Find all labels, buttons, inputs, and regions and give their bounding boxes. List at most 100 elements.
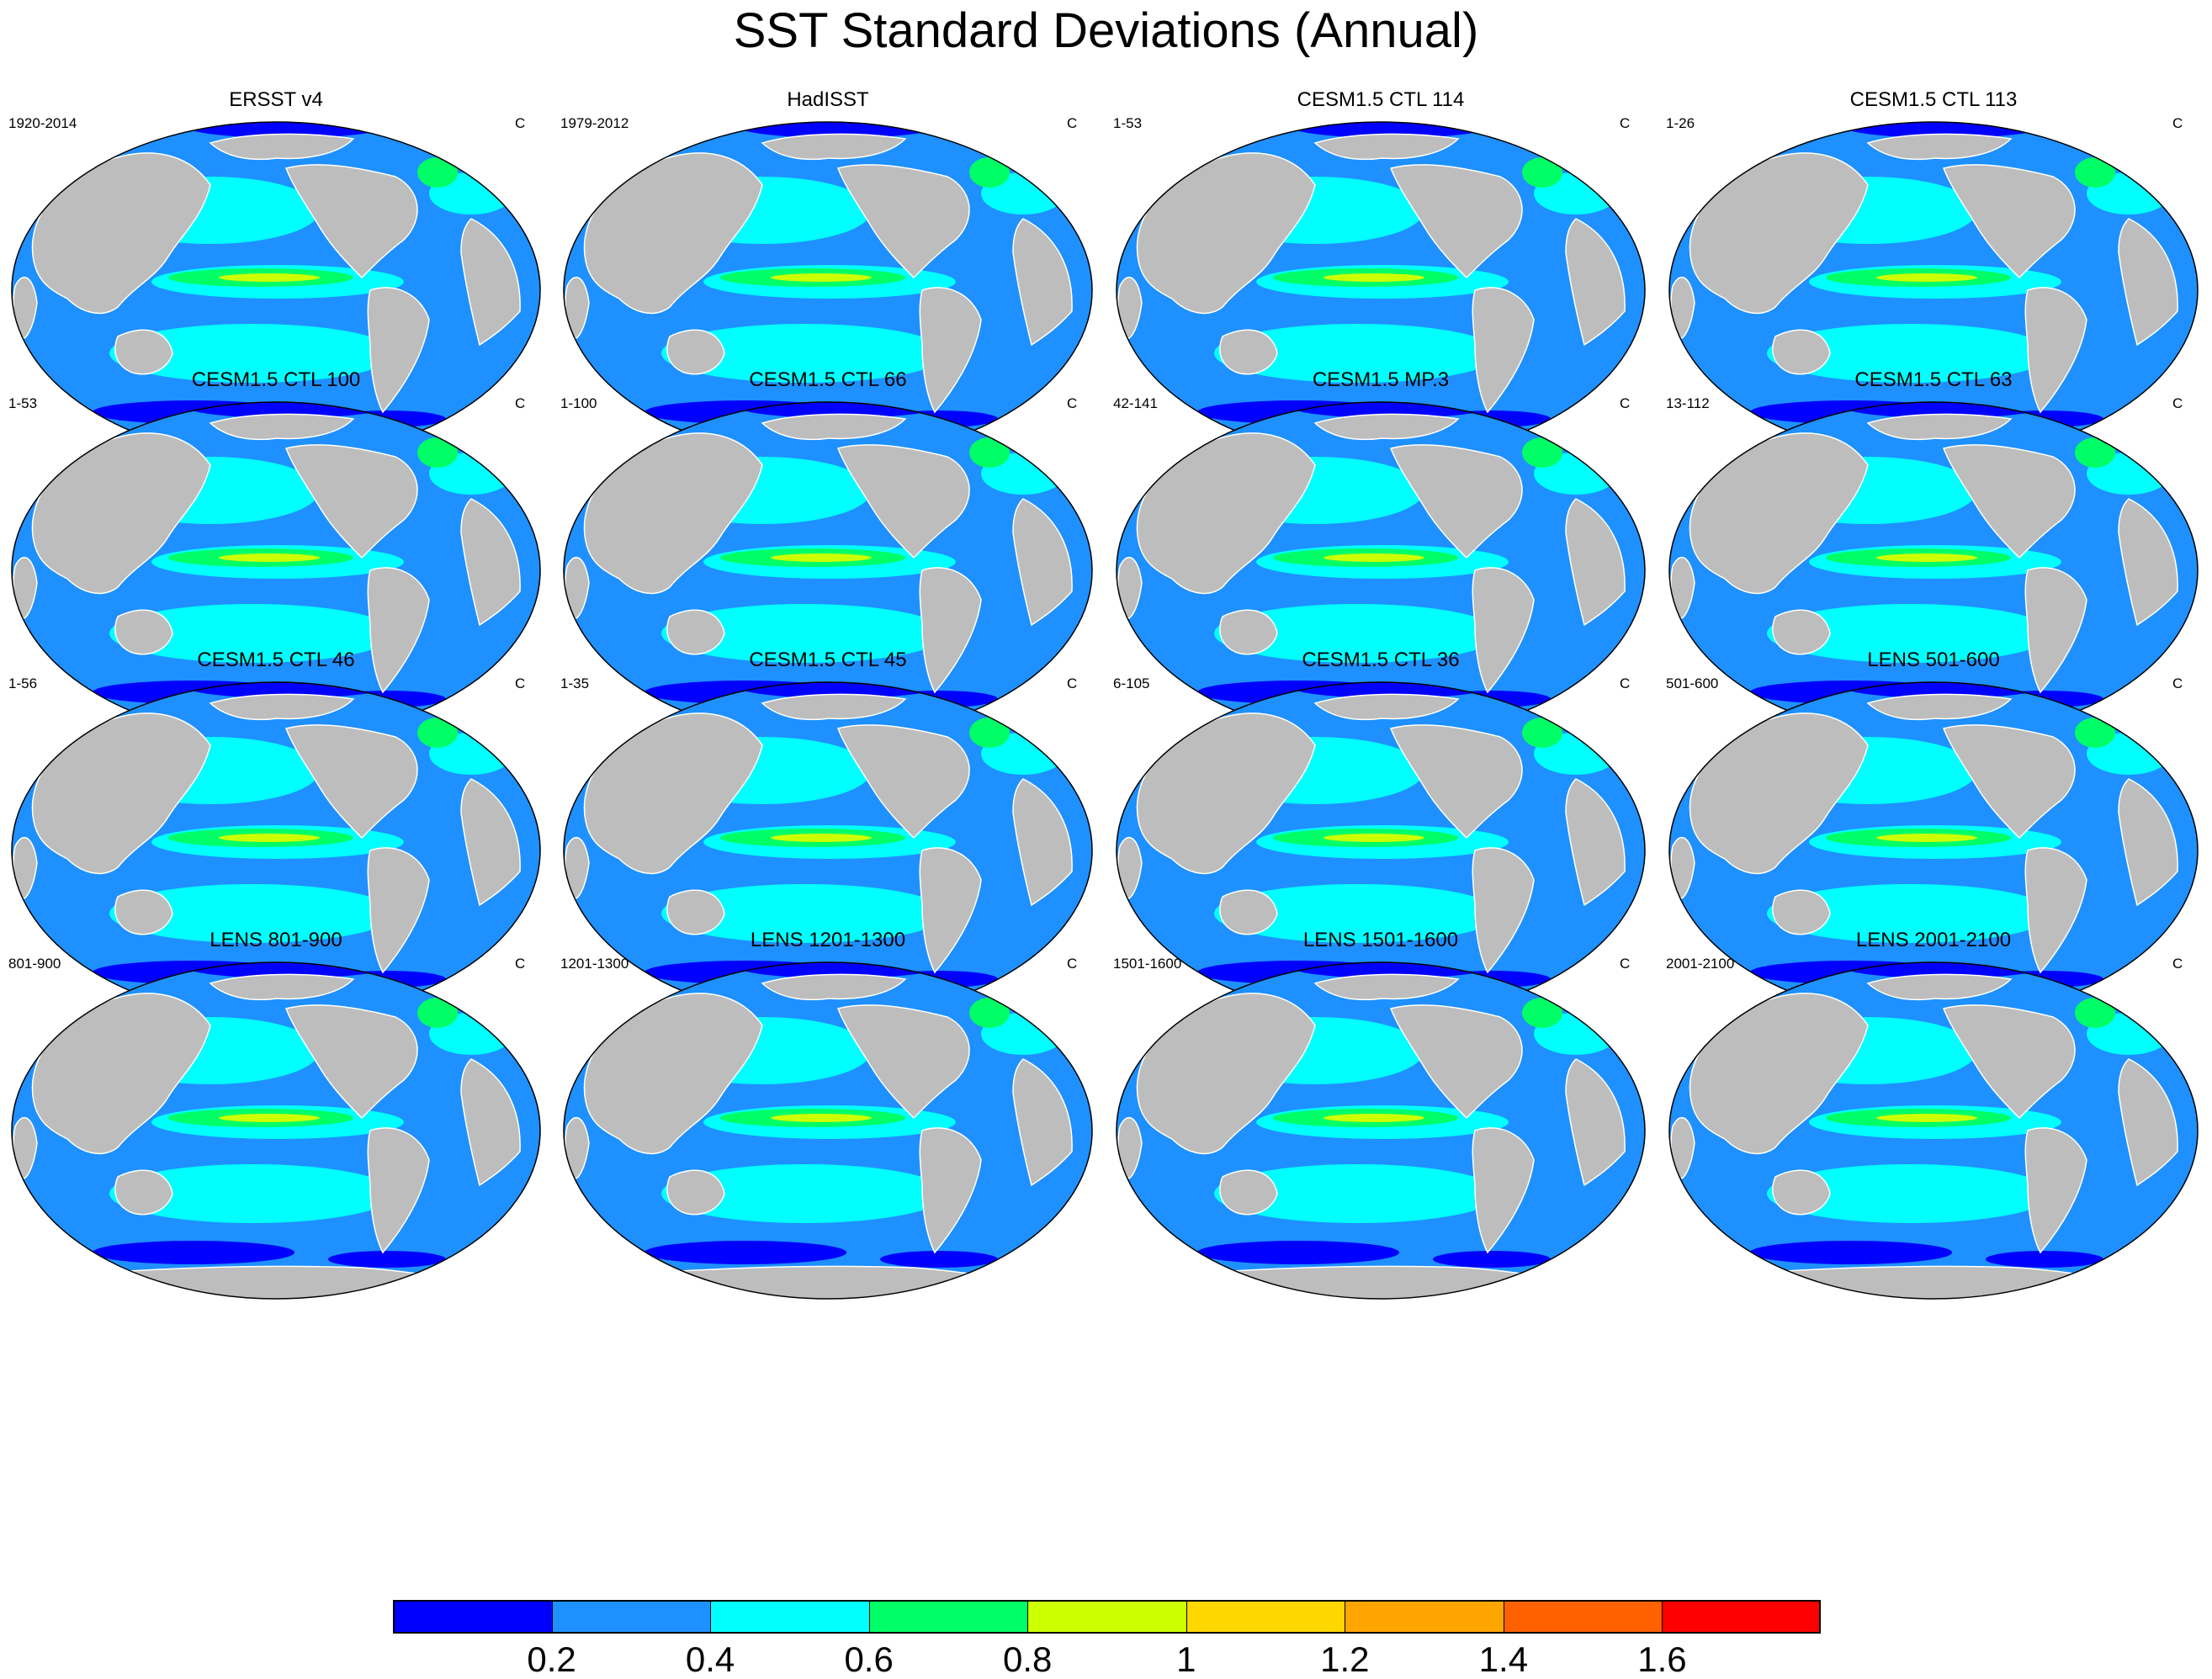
- panel-title: CESM1.5 CTL 63: [1854, 368, 2013, 391]
- land-mass: [1012, 1058, 1073, 1187]
- panel-period-label: 1-35: [560, 675, 590, 691]
- sst-contour-region: [109, 1164, 395, 1223]
- sst-contour-region: [1750, 1241, 1952, 1264]
- colorbar-segment: [1027, 1600, 1186, 1634]
- panel-unit-label: C: [1067, 956, 1078, 972]
- sst-contour-region: [1214, 1164, 1500, 1223]
- sst-contour-region: [219, 553, 320, 562]
- land-mass: [1749, 1265, 2114, 1299]
- land-mass: [2118, 778, 2178, 907]
- land-mass: [836, 444, 970, 559]
- land-mass: [761, 973, 907, 1001]
- land-mass: [460, 1058, 521, 1187]
- sst-contour-region: [185, 122, 387, 138]
- panel-title: ERSST v4: [229, 88, 323, 111]
- sst-contour-region: [219, 1114, 320, 1122]
- sst-contour-region: [417, 157, 458, 188]
- sst-contour-region: [109, 604, 395, 663]
- panel-title: LENS 1501-1600: [1302, 929, 1459, 951]
- panel-period-label: 6-105: [1113, 675, 1150, 691]
- land-mass: [92, 1265, 457, 1299]
- sst-contour-region: [1767, 1164, 2053, 1223]
- sst-contour-region: [109, 324, 395, 383]
- panel-unit-label: C: [1620, 395, 1631, 411]
- panel-period-label: 1501-1600: [1113, 956, 1182, 972]
- land-mass: [1012, 498, 1073, 627]
- land-mass: [1772, 889, 1831, 935]
- map-panel: CESM1.5 CTL 113 1-26 C: [1658, 87, 2209, 485]
- sst-contour-region: [1214, 884, 1500, 943]
- land-mass: [114, 329, 173, 375]
- sst-contour-region: [1323, 553, 1424, 562]
- panel-unit-label: C: [2172, 115, 2183, 131]
- land-mass: [1313, 693, 1460, 721]
- sst-contour-region: [1522, 437, 1562, 468]
- panel-period-label: 801-900: [8, 956, 61, 972]
- colorbar-tick-label: 0.4: [685, 1639, 735, 1679]
- land-mass: [1389, 164, 1523, 279]
- land-mass: [919, 1127, 982, 1254]
- colorbar-tick-label: 0.8: [1003, 1639, 1053, 1679]
- land-mass: [1389, 724, 1523, 840]
- land-mass: [209, 693, 355, 721]
- sst-map: [563, 961, 1093, 1300]
- panel-title: CESM1.5 CTL 113: [1849, 88, 2018, 111]
- panel-unit-label: C: [2172, 395, 2183, 411]
- sst-contour-region: [1843, 402, 2045, 418]
- panel-unit-label: C: [515, 675, 526, 691]
- sst-contour-region: [737, 962, 939, 978]
- sst-contour-region: [969, 437, 1010, 468]
- sst-contour-region: [417, 998, 458, 1028]
- panel-period-label: 1-56: [8, 675, 38, 691]
- panel-period-label: 1-53: [1113, 115, 1143, 131]
- land-mass: [1866, 413, 2013, 441]
- colorbar-segment: [868, 1600, 1028, 1634]
- panel-period-label: 1-100: [560, 395, 597, 411]
- sst-contour-region: [1843, 682, 2045, 698]
- sst-contour-region: [417, 718, 458, 748]
- sst-contour-region: [1876, 273, 1977, 282]
- sst-contour-region: [1843, 122, 2045, 138]
- sst-contour-region: [1522, 998, 1562, 1028]
- sst-contour-region: [1214, 604, 1500, 663]
- land-mass: [919, 287, 982, 414]
- land-mass: [1472, 847, 1535, 974]
- sst-contour-region: [1323, 1114, 1424, 1122]
- sst-contour-region: [2075, 998, 2115, 1028]
- land-mass: [1866, 693, 2013, 721]
- map-panel: LENS 1201-1300 1201-1300 C: [552, 928, 1104, 1325]
- sst-contour-region: [771, 1114, 872, 1122]
- land-mass: [761, 693, 907, 721]
- panel-unit-label: C: [1620, 956, 1631, 972]
- land-mass: [1012, 218, 1073, 347]
- land-mass: [1313, 973, 1460, 1001]
- colorbar: [393, 1600, 1821, 1634]
- land-mass: [836, 164, 970, 279]
- colorbar-segment: [1345, 1600, 1504, 1634]
- map-panel: LENS 801-900 801-900 C: [0, 928, 552, 1325]
- colorbar-tick-label: 1: [1176, 1639, 1196, 1679]
- panel-unit-label: C: [515, 956, 526, 972]
- sst-contour-region: [2075, 718, 2115, 748]
- sst-contour-region: [109, 884, 395, 943]
- sst-map: [1116, 961, 1646, 1300]
- land-mass: [2118, 498, 2178, 627]
- sst-contour-region: [969, 718, 1010, 748]
- land-mass: [761, 133, 907, 161]
- land-mass: [836, 724, 970, 840]
- panel-period-label: 42-141: [1113, 395, 1158, 411]
- land-mass: [2118, 218, 2178, 347]
- land-mass: [1772, 609, 1831, 655]
- land-mass: [1565, 778, 1626, 907]
- sst-contour-region: [1876, 553, 1977, 562]
- panel-period-label: 501-600: [1666, 675, 1719, 691]
- panel-period-label: 2001-2100: [1666, 956, 1735, 972]
- colorbar-segment: [551, 1600, 711, 1634]
- land-mass: [1219, 889, 1278, 935]
- land-mass: [114, 609, 173, 655]
- land-mass: [1942, 724, 2076, 840]
- land-mass: [1196, 1265, 1562, 1299]
- sst-contour-region: [1290, 402, 1492, 418]
- sst-contour-region: [1876, 1114, 1977, 1122]
- land-mass: [1012, 778, 1073, 907]
